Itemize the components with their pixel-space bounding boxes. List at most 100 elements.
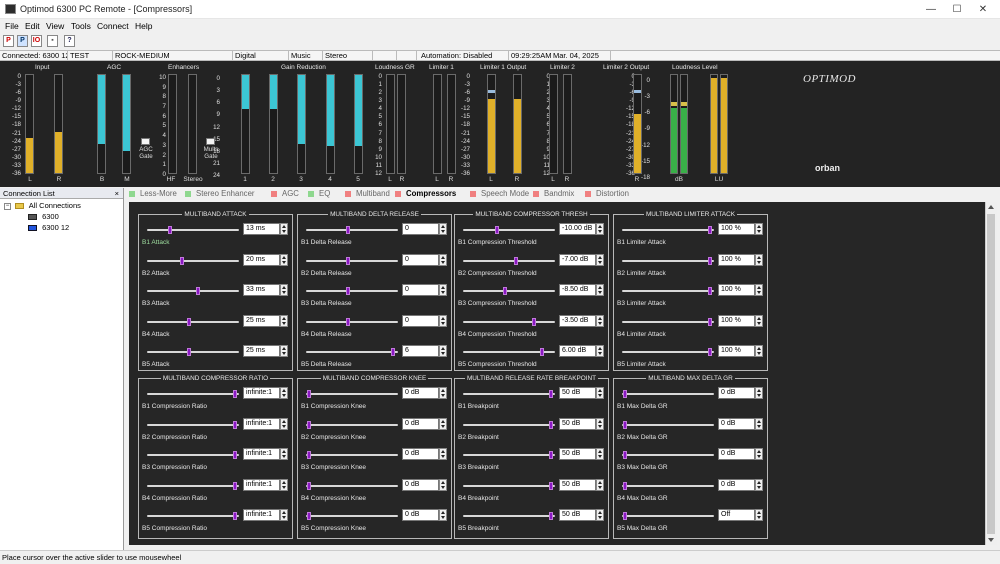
spin-button[interactable] [280, 284, 288, 296]
slider-track[interactable] [147, 512, 239, 520]
spin-button[interactable] [755, 253, 763, 266]
slider-thumb[interactable] [622, 420, 627, 429]
spin-button[interactable] [280, 314, 288, 327]
spin-button[interactable] [280, 448, 288, 460]
slider-track[interactable] [622, 287, 714, 295]
value-field[interactable]: 33 ms [243, 284, 280, 296]
agc-gate-toggle[interactable] [141, 138, 150, 145]
value-field[interactable]: 0 dB [718, 478, 755, 491]
preset-page-icon[interactable]: P [17, 35, 28, 47]
slider-track[interactable] [622, 390, 714, 398]
menu-connect[interactable]: Connect [97, 21, 129, 31]
slider-track[interactable] [306, 256, 398, 265]
value-field[interactable]: 0 dB [718, 448, 755, 460]
slider-thumb[interactable] [708, 317, 713, 326]
value-field[interactable]: 50 dB [559, 417, 596, 430]
tab-less-more[interactable]: Less-More [129, 189, 177, 198]
spin-button[interactable] [755, 417, 763, 430]
slider-thumb[interactable] [180, 256, 185, 265]
value-field[interactable]: 0 [402, 314, 439, 327]
save-icon[interactable]: ▪ [47, 35, 58, 47]
slider-thumb[interactable] [391, 348, 396, 356]
slider-thumb[interactable] [540, 348, 545, 356]
value-field[interactable]: 0 dB [718, 417, 755, 430]
slider-thumb[interactable] [346, 287, 351, 295]
tree-root[interactable]: − All Connections [4, 201, 81, 210]
slider-track[interactable] [463, 420, 555, 429]
menu-file[interactable]: File [5, 21, 19, 31]
slider-thumb[interactable] [306, 481, 311, 490]
spin-button[interactable] [596, 345, 604, 357]
value-field[interactable]: 50 dB [559, 448, 596, 460]
spin-button[interactable] [755, 223, 763, 235]
slider-thumb[interactable] [549, 390, 554, 398]
value-field[interactable]: infinite:1 [243, 387, 280, 399]
slider-thumb[interactable] [494, 226, 499, 234]
slider-track[interactable] [306, 512, 398, 520]
maximize-button[interactable]: ☐ [952, 4, 962, 15]
slider-track[interactable] [622, 481, 714, 490]
slider-track[interactable] [147, 348, 239, 356]
value-field[interactable]: -10.00 dB [559, 223, 596, 235]
value-field[interactable]: 0 dB [402, 387, 439, 399]
value-field[interactable]: infinite:1 [243, 448, 280, 460]
minimize-button[interactable]: — [926, 4, 936, 15]
spin-button[interactable] [439, 448, 447, 460]
close-icon[interactable]: × [114, 189, 119, 198]
spin-button[interactable] [596, 387, 604, 399]
slider-track[interactable] [147, 451, 239, 459]
vertical-scrollbar[interactable] [985, 202, 997, 545]
spin-button[interactable] [280, 345, 288, 357]
value-field[interactable]: infinite:1 [243, 417, 280, 430]
scroll-down-icon[interactable] [988, 538, 994, 542]
spin-button[interactable] [280, 478, 288, 491]
slider-thumb[interactable] [549, 512, 554, 520]
slider-track[interactable] [622, 317, 714, 326]
tab-agc[interactable]: AGC [271, 189, 299, 198]
tab-stereo-enhancer[interactable]: Stereo Enhancer [185, 189, 255, 198]
slider-thumb[interactable] [549, 481, 554, 490]
spin-button[interactable] [280, 509, 288, 521]
spin-button[interactable] [596, 417, 604, 430]
spin-button[interactable] [596, 284, 604, 296]
value-field[interactable]: 100 % [718, 223, 755, 235]
spin-button[interactable] [280, 223, 288, 235]
slider-thumb[interactable] [708, 256, 713, 265]
menu-edit[interactable]: Edit [25, 21, 40, 31]
slider-track[interactable] [463, 317, 555, 326]
slider-thumb[interactable] [549, 451, 554, 459]
tree-item-6300-12[interactable]: 6300 12 [28, 223, 69, 232]
value-field[interactable]: 100 % [718, 253, 755, 266]
slider-track[interactable] [147, 287, 239, 295]
slider-thumb[interactable] [233, 390, 238, 398]
tab-eq[interactable]: EQ [308, 189, 330, 198]
value-field[interactable]: -7.00 dB [559, 253, 596, 266]
spin-button[interactable] [755, 345, 763, 357]
value-field[interactable]: 50 dB [559, 387, 596, 399]
slider-thumb[interactable] [622, 512, 627, 520]
slider-track[interactable] [147, 226, 239, 234]
slider-track[interactable] [622, 451, 714, 459]
value-field[interactable]: 13 ms [243, 223, 280, 235]
value-field[interactable]: 25 ms [243, 345, 280, 357]
spin-button[interactable] [439, 253, 447, 266]
tab-compressors[interactable]: Compressors [395, 189, 456, 198]
value-field[interactable]: 0 [402, 253, 439, 266]
slider-thumb[interactable] [306, 390, 311, 398]
menu-tools[interactable]: Tools [71, 21, 91, 31]
slider-track[interactable] [306, 287, 398, 295]
value-field[interactable]: 50 dB [559, 478, 596, 491]
slider-track[interactable] [463, 226, 555, 234]
slider-track[interactable] [463, 451, 555, 459]
value-field[interactable]: 25 ms [243, 314, 280, 327]
slider-track[interactable] [463, 481, 555, 490]
spin-button[interactable] [439, 314, 447, 327]
preset-p-icon[interactable]: P [3, 35, 14, 47]
value-field[interactable]: 6.00 dB [559, 345, 596, 357]
spin-button[interactable] [439, 345, 447, 357]
slider-track[interactable] [463, 512, 555, 520]
slider-thumb[interactable] [708, 348, 713, 356]
value-field[interactable]: 0 dB [402, 509, 439, 521]
slider-track[interactable] [622, 420, 714, 429]
spin-button[interactable] [439, 417, 447, 430]
